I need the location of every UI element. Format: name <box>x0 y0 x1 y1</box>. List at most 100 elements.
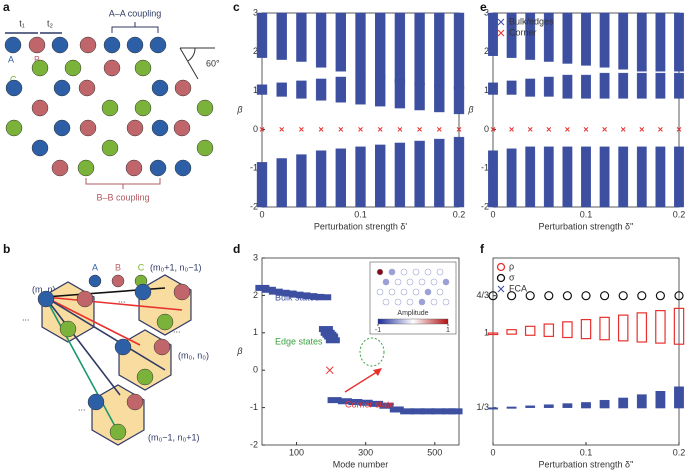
site <box>111 274 125 288</box>
band-bar <box>525 405 536 408</box>
band-bar <box>488 150 498 208</box>
site <box>196 139 214 157</box>
band-bar <box>488 407 498 410</box>
band-bar <box>673 307 685 345</box>
band-bar <box>599 12 610 68</box>
legend-marker <box>496 262 506 272</box>
site <box>78 79 96 97</box>
inset-site <box>400 268 408 276</box>
x-tick-label: 0.2 <box>453 209 466 219</box>
marker <box>507 291 517 301</box>
band-bar <box>506 148 517 208</box>
marker <box>602 127 607 132</box>
band-bar <box>453 136 465 208</box>
inset-site <box>430 278 438 286</box>
ellipsis: ... <box>22 312 30 322</box>
band-bar <box>655 391 666 409</box>
site <box>114 338 132 356</box>
inset-site <box>382 278 390 286</box>
band-bar <box>335 148 346 208</box>
coupling <box>44 296 121 396</box>
colorbar-tick-label: 1 <box>446 327 450 334</box>
x-tick-label: 0.1 <box>580 209 593 219</box>
site <box>126 36 144 54</box>
marker <box>325 366 334 375</box>
marker <box>259 127 265 132</box>
annotation: Bulk states <box>275 292 320 302</box>
site <box>149 159 167 177</box>
sublattice-label: A <box>8 54 14 64</box>
band-bar <box>394 12 406 84</box>
marker <box>618 291 628 301</box>
lattice-diagram: t₁ t₂ A B C A–A coupling B–B coupling 60… <box>4 8 220 202</box>
marker <box>674 291 684 301</box>
panel-label: a <box>3 0 10 14</box>
marker <box>348 398 363 405</box>
inset-site <box>394 298 402 306</box>
site <box>173 283 191 301</box>
site <box>103 36 121 54</box>
site <box>174 159 192 177</box>
marker <box>358 127 363 132</box>
band-bar <box>335 12 346 72</box>
band-bar <box>562 321 573 339</box>
y-tick-label: 1 <box>253 327 258 337</box>
band-bar <box>525 146 536 208</box>
band-bar <box>375 144 386 208</box>
band-bar <box>355 146 366 208</box>
band-bar <box>674 12 684 72</box>
band-bar <box>276 158 287 208</box>
site <box>151 79 169 97</box>
x-axis-label: Mode number <box>333 459 389 469</box>
marker <box>639 127 645 132</box>
panel-label: c <box>233 0 240 14</box>
band-bar <box>355 74 366 105</box>
band-bar <box>524 325 536 336</box>
x-tick-label: 0 <box>259 209 264 219</box>
x-tick-label: 0.2 <box>673 447 685 457</box>
legend-label: Corner <box>509 27 537 37</box>
y-tick-label: 1 <box>484 85 489 95</box>
x-tick-label: 0 <box>490 447 495 457</box>
band-bar <box>296 12 307 62</box>
site <box>77 159 95 177</box>
x-tick-label: 300 <box>358 447 373 457</box>
band-bar <box>296 154 307 208</box>
marker <box>317 294 332 301</box>
marker <box>324 333 339 340</box>
y-tick-label: 2 <box>253 46 258 56</box>
band-bar <box>562 146 573 208</box>
site <box>5 119 23 137</box>
inset-site <box>388 288 396 296</box>
bracket <box>85 178 161 189</box>
band-bar <box>674 72 684 99</box>
y-tick-label: 1/3 <box>476 402 489 412</box>
angle-label: 60° <box>206 58 220 68</box>
marker <box>400 408 415 415</box>
y-tick-label: 1 <box>484 327 489 337</box>
legend-marker <box>497 29 505 37</box>
band-bar <box>394 142 406 208</box>
band-bar <box>434 12 445 87</box>
site <box>125 159 143 177</box>
band-bar <box>636 146 647 208</box>
x-axis-label: Perturbation strength δ' <box>314 221 408 231</box>
band-bar <box>618 146 629 208</box>
coupling <box>44 296 183 311</box>
marker <box>565 127 570 132</box>
band-bar <box>315 78 327 101</box>
marker <box>397 127 403 132</box>
band-bar <box>543 146 554 208</box>
inset-site <box>388 268 396 276</box>
band-bar <box>618 12 629 70</box>
band-bar <box>655 12 666 72</box>
band-bar <box>256 12 268 58</box>
site <box>196 99 214 117</box>
marker <box>379 402 394 409</box>
marker <box>410 408 425 415</box>
colorbar-tick-label: -1 <box>375 327 381 334</box>
site <box>156 313 174 331</box>
y-tick-label: 0 <box>253 124 258 134</box>
ellipsis: ... <box>118 294 126 304</box>
y-tick-label: 0 <box>484 124 489 134</box>
